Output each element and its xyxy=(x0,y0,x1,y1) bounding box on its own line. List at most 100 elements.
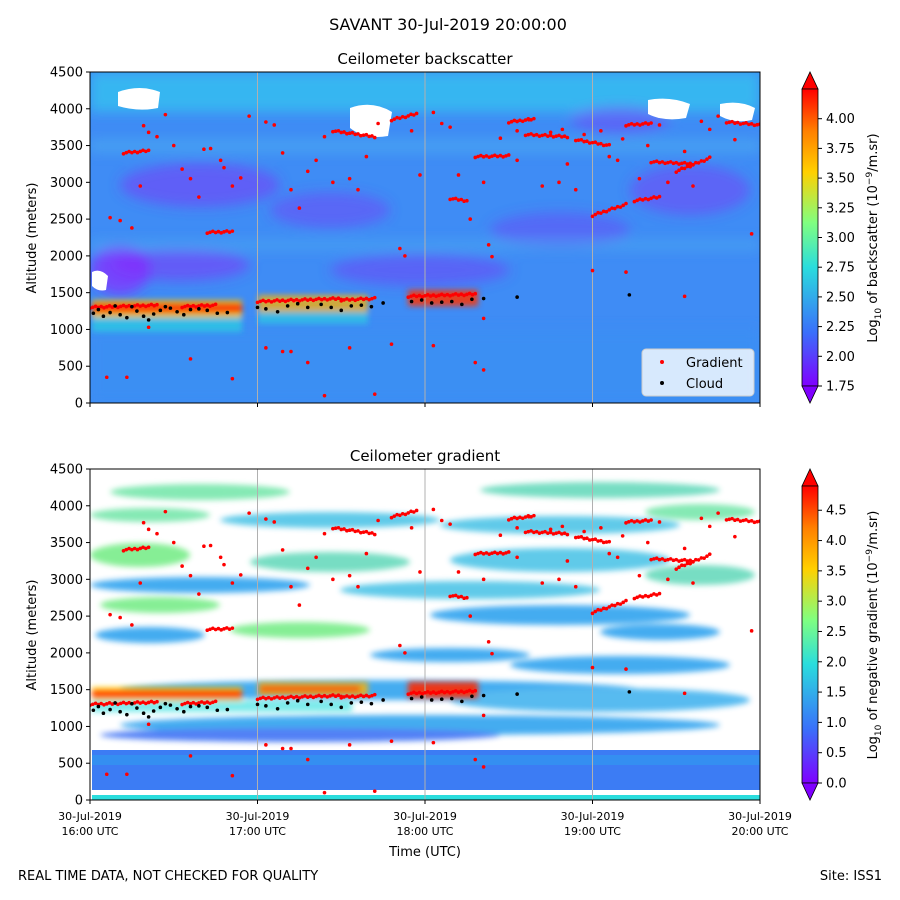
gradient-point xyxy=(456,690,461,694)
cloud-point xyxy=(205,705,210,710)
gradient-x-tick-date: 30-Jul-2019 xyxy=(393,810,457,823)
cloud-point xyxy=(349,701,354,705)
gradient-point xyxy=(560,127,565,132)
gradient-point xyxy=(144,546,148,551)
backscatter-x-axis xyxy=(89,403,761,407)
gradient-point xyxy=(144,304,148,309)
legend-gradient-label: Gradient xyxy=(686,356,743,371)
gradient-point xyxy=(484,154,489,158)
gradient-point xyxy=(264,346,268,350)
gradient-point xyxy=(593,212,598,217)
gradient-point xyxy=(453,689,458,693)
gradient-point xyxy=(398,513,402,518)
gradient-point xyxy=(319,297,324,302)
gradient-point xyxy=(339,696,344,700)
gradient-point xyxy=(345,131,349,136)
gradient-point xyxy=(691,559,695,564)
gradient-point xyxy=(350,130,355,135)
gradient-point xyxy=(473,155,478,160)
gradient-point xyxy=(607,208,612,212)
gradient-point xyxy=(624,598,628,603)
gradient-point xyxy=(107,304,112,308)
gradient-point xyxy=(412,113,416,117)
gradient-point xyxy=(691,581,695,585)
gradient-point xyxy=(582,536,586,541)
backscatter-colorbar-tick-label: 2.00 xyxy=(826,350,855,365)
gradient-point xyxy=(445,292,450,297)
gradient-point xyxy=(350,297,355,301)
gradient-point xyxy=(372,135,377,140)
gradient-point xyxy=(576,535,581,539)
gradient-y-tick-label: 2000 xyxy=(50,646,83,661)
gradient-point xyxy=(604,606,609,611)
gradient-point xyxy=(590,665,595,670)
cloud-point xyxy=(319,302,323,307)
gradient-point xyxy=(610,603,614,607)
gradient-point xyxy=(431,343,436,348)
gradient-point xyxy=(465,689,469,694)
cloud-point xyxy=(295,698,300,703)
gradient-point xyxy=(506,153,511,157)
gradient-point xyxy=(197,592,201,596)
backscatter-y-tick-label: 2500 xyxy=(50,213,83,228)
gradient-point xyxy=(680,563,684,568)
gradient-point xyxy=(448,522,452,526)
gradient-point xyxy=(640,519,645,523)
gradient-point xyxy=(660,557,665,561)
gradient-point xyxy=(688,561,693,566)
gradient-point xyxy=(534,132,539,137)
gradient-colorbar-tick-label: 3.0 xyxy=(826,595,847,610)
gradient-point xyxy=(518,118,522,123)
gradient-point xyxy=(146,130,151,135)
gradient-point xyxy=(191,700,196,705)
gradient-point xyxy=(238,176,243,180)
gradient-point xyxy=(280,298,285,302)
gradient-point xyxy=(342,298,346,302)
cloud-point xyxy=(419,298,424,302)
gradient-point xyxy=(216,229,221,234)
gradient-point xyxy=(688,164,693,169)
gradient-point xyxy=(654,159,659,163)
gradient-point xyxy=(448,294,452,298)
gradient-y-tick-label: 1000 xyxy=(50,720,83,735)
gradient-point xyxy=(300,695,304,699)
gradient-point xyxy=(657,557,662,562)
gradient-point xyxy=(540,133,545,138)
gradient-point xyxy=(649,196,653,201)
gradient-point xyxy=(280,151,285,155)
gradient-point xyxy=(264,120,268,124)
gradient-point xyxy=(733,534,737,539)
cloud-point xyxy=(429,301,434,305)
gradient-point xyxy=(389,342,394,346)
backscatter-y-tick-label: 4000 xyxy=(50,102,83,117)
gradient-point xyxy=(420,691,425,696)
gradient-point xyxy=(657,520,662,524)
gradient-point xyxy=(350,694,355,698)
gradient-point xyxy=(116,305,120,310)
backscatter-colorbar-tick-label: 3.25 xyxy=(826,201,855,216)
gradient-point xyxy=(562,531,567,535)
gradient-point xyxy=(593,537,598,542)
gradient-colorbar-tick-label: 3.5 xyxy=(826,564,847,579)
gradient-point xyxy=(640,122,645,126)
gradient-point xyxy=(699,516,704,521)
gradient-point xyxy=(275,298,279,302)
gradient-point xyxy=(607,539,612,544)
gradient-point xyxy=(247,114,251,118)
gradient-point xyxy=(188,573,193,578)
gradient-point xyxy=(110,305,115,309)
gradient-point xyxy=(322,134,327,139)
gradient-colorbar-label: Log10 of negative gradient (10−9/m.sr) xyxy=(865,511,884,760)
cloud-point xyxy=(141,314,146,319)
gradient-point xyxy=(688,161,693,166)
gradient-point xyxy=(671,558,676,563)
gradient-y-tick-label: 0 xyxy=(75,794,83,809)
gradient-point xyxy=(512,515,517,520)
gradient-point xyxy=(289,297,293,302)
gradient-point xyxy=(585,536,589,540)
gradient-point xyxy=(459,594,464,599)
backscatter-ylabel: Altitude (meters) xyxy=(25,183,40,294)
gradient-point xyxy=(208,230,212,235)
gradient-point xyxy=(347,131,352,135)
gradient-point xyxy=(501,155,505,159)
